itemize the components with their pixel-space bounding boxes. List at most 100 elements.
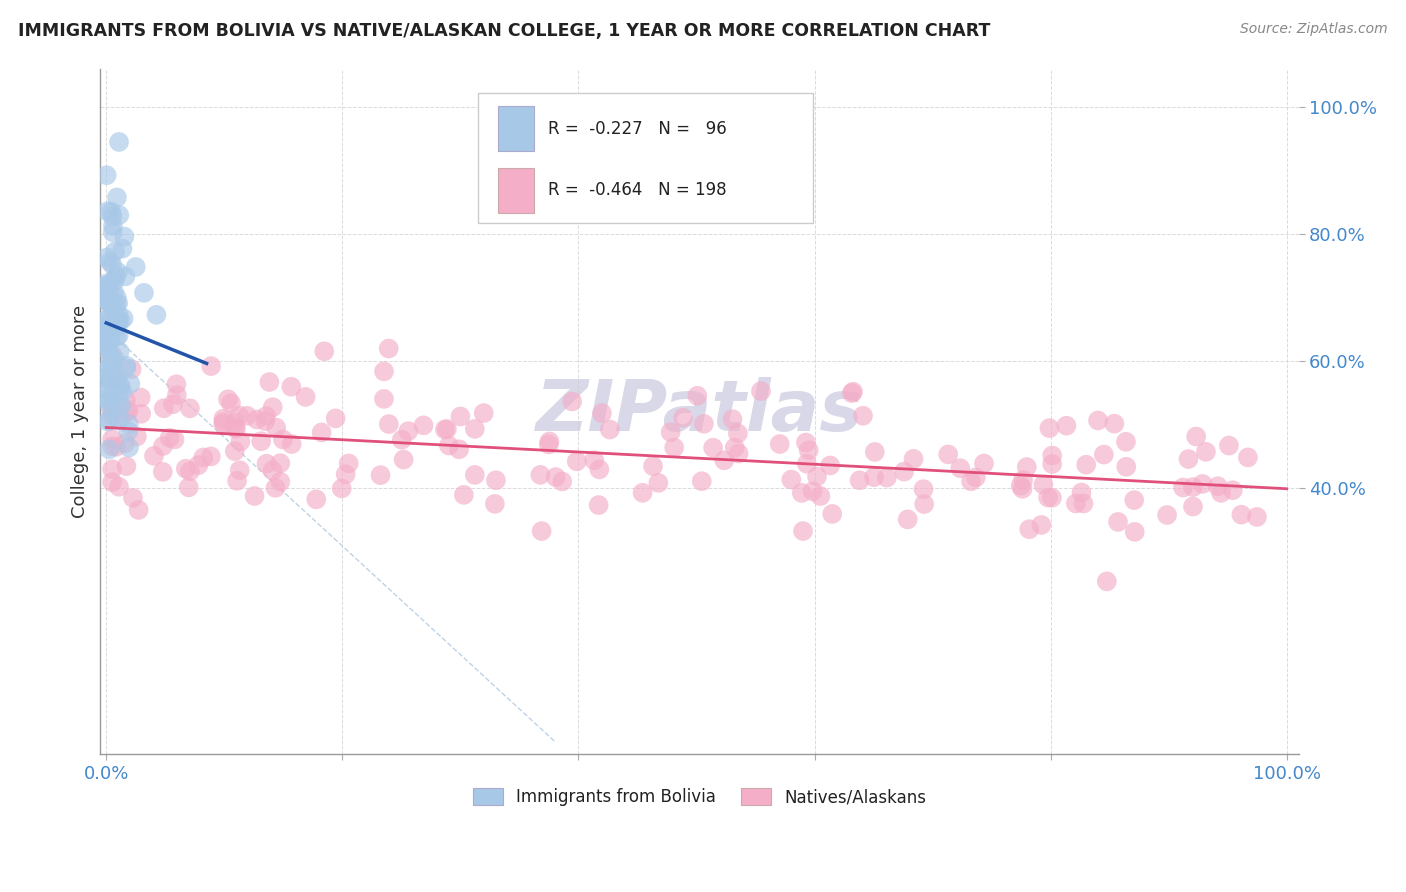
- Point: [1095, 574, 1118, 589]
- Point: [107, 308, 129, 322]
- Point: [200, 359, 222, 373]
- Point: [165, 377, 187, 392]
- Point: [330, 482, 353, 496]
- Point: [103, 285, 125, 299]
- Point: [179, 401, 201, 416]
- Point: [105, 320, 128, 334]
- Point: [212, 415, 235, 429]
- Point: [1181, 480, 1204, 494]
- Point: [264, 481, 287, 495]
- Point: [105, 440, 128, 454]
- Point: [1156, 508, 1178, 522]
- Point: [538, 434, 561, 449]
- Point: [256, 457, 278, 471]
- Point: [97, 414, 120, 428]
- Point: [107, 328, 129, 343]
- FancyBboxPatch shape: [478, 93, 813, 223]
- Point: [529, 467, 551, 482]
- Point: [294, 390, 316, 404]
- Point: [893, 465, 915, 479]
- Point: [166, 388, 188, 402]
- Point: [101, 210, 124, 224]
- Point: [236, 409, 259, 423]
- Point: [1230, 508, 1253, 522]
- Point: [1218, 438, 1240, 452]
- Point: [690, 474, 713, 488]
- Point: [96, 204, 118, 219]
- Point: [98, 323, 121, 337]
- Point: [101, 439, 124, 453]
- Point: [808, 489, 831, 503]
- Point: [818, 458, 841, 473]
- Point: [1076, 458, 1098, 472]
- Point: [98, 320, 121, 334]
- Y-axis label: College, 1 year or more: College, 1 year or more: [72, 305, 89, 518]
- Point: [1123, 493, 1146, 508]
- Point: [96, 251, 118, 265]
- Point: [373, 392, 395, 406]
- Point: [228, 409, 250, 423]
- Point: [96, 311, 118, 326]
- Point: [876, 470, 898, 484]
- Point: [1087, 413, 1109, 427]
- Point: [1070, 485, 1092, 500]
- Point: [97, 381, 120, 395]
- Point: [101, 462, 124, 476]
- Point: [1092, 448, 1115, 462]
- Point: [107, 401, 129, 415]
- Point: [105, 269, 128, 284]
- Point: [100, 349, 122, 363]
- Point: [912, 482, 935, 496]
- Point: [128, 503, 150, 517]
- Point: [97, 277, 120, 292]
- Point: [1181, 500, 1204, 514]
- Point: [821, 507, 844, 521]
- Point: [472, 406, 495, 420]
- Point: [1123, 524, 1146, 539]
- Point: [101, 225, 124, 239]
- Point: [200, 450, 222, 464]
- Point: [780, 473, 803, 487]
- Text: R =  -0.227   N =   96: R = -0.227 N = 96: [548, 120, 727, 137]
- Point: [105, 291, 128, 305]
- Point: [1073, 496, 1095, 510]
- Point: [187, 458, 209, 472]
- Point: [724, 441, 747, 455]
- Point: [1018, 522, 1040, 536]
- Point: [1185, 429, 1208, 443]
- Point: [1012, 473, 1035, 487]
- Point: [212, 411, 235, 425]
- Point: [246, 412, 269, 426]
- Point: [225, 422, 247, 436]
- Point: [105, 329, 128, 343]
- Point: [863, 445, 886, 459]
- Point: [98, 442, 121, 457]
- Point: [125, 260, 148, 274]
- Point: [1246, 510, 1268, 524]
- Text: Source: ZipAtlas.com: Source: ZipAtlas.com: [1240, 22, 1388, 37]
- Point: [115, 459, 138, 474]
- Point: [107, 314, 129, 328]
- Point: [484, 497, 506, 511]
- Point: [841, 386, 863, 401]
- Point: [108, 135, 131, 149]
- Point: [101, 356, 124, 370]
- Point: [97, 288, 120, 302]
- Point: [1195, 444, 1218, 458]
- Point: [98, 332, 121, 346]
- Point: [311, 425, 333, 440]
- Point: [325, 411, 347, 425]
- Point: [243, 489, 266, 503]
- Point: [1064, 496, 1087, 510]
- Point: [973, 457, 995, 471]
- Point: [96, 335, 118, 350]
- Point: [162, 397, 184, 411]
- Point: [219, 396, 242, 410]
- Point: [433, 422, 456, 436]
- Point: [1222, 483, 1244, 498]
- Point: [159, 431, 181, 445]
- Point: [101, 405, 124, 419]
- Point: [262, 463, 284, 477]
- Point: [1115, 459, 1137, 474]
- Point: [852, 409, 875, 423]
